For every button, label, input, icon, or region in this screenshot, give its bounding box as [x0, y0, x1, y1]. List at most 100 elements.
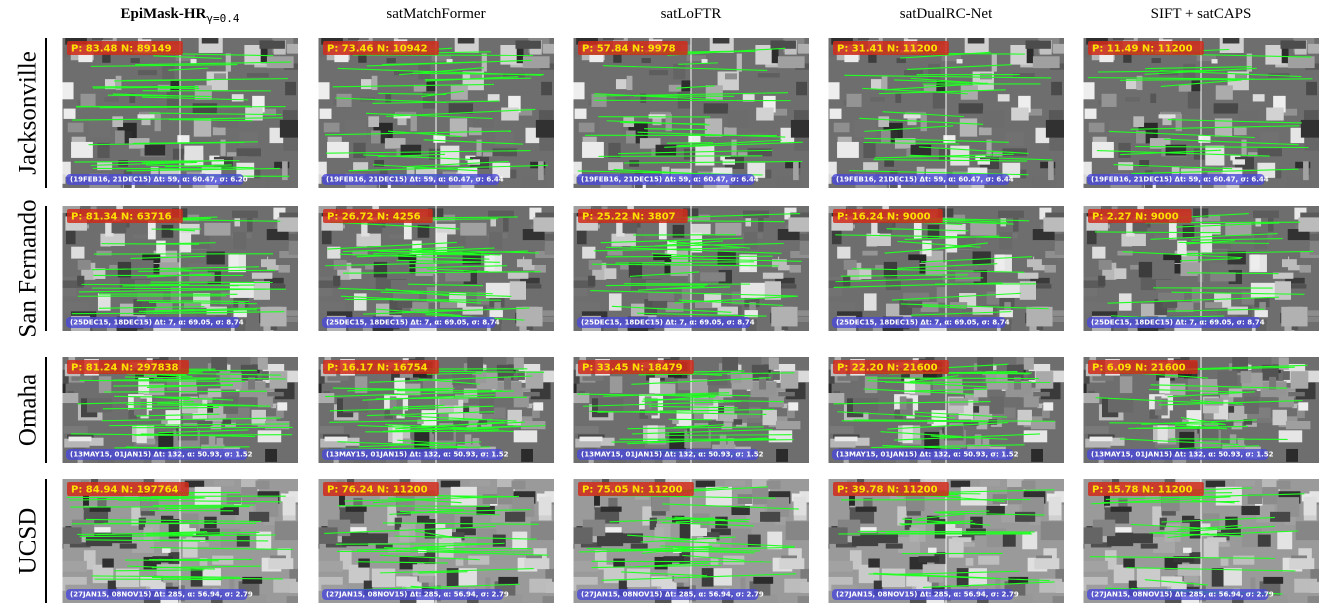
building — [943, 135, 955, 143]
building — [180, 523, 190, 528]
building — [603, 34, 614, 40]
building — [361, 79, 372, 89]
building — [725, 73, 737, 79]
building — [999, 232, 1012, 249]
building — [1114, 268, 1126, 279]
building — [1180, 262, 1200, 276]
building — [567, 174, 576, 184]
building — [1043, 217, 1064, 231]
building — [957, 59, 963, 63]
building — [1235, 480, 1255, 486]
building — [232, 211, 258, 218]
building — [193, 103, 217, 113]
building — [1018, 273, 1039, 279]
building — [1083, 527, 1102, 544]
building — [756, 108, 774, 121]
building — [616, 79, 627, 89]
building — [573, 527, 592, 544]
building — [740, 577, 745, 590]
building — [695, 302, 712, 308]
building — [688, 135, 700, 143]
score-label: P: 11.49 N: 11200 — [1092, 44, 1193, 55]
building — [897, 58, 906, 63]
building — [649, 378, 660, 394]
building — [503, 218, 509, 232]
building — [758, 218, 764, 232]
building — [1031, 449, 1043, 462]
building — [1053, 310, 1076, 316]
score-label: P: 75.05 N: 11200 — [582, 485, 683, 496]
building — [1238, 110, 1259, 128]
building — [96, 251, 111, 256]
building — [239, 132, 257, 146]
building — [504, 377, 511, 390]
building — [970, 517, 982, 529]
building — [776, 449, 788, 462]
building — [162, 225, 174, 238]
building — [696, 481, 715, 488]
building — [348, 34, 359, 40]
building — [878, 116, 889, 127]
building — [258, 357, 268, 369]
building — [704, 103, 728, 113]
building — [710, 35, 734, 53]
building — [582, 247, 595, 259]
building — [572, 82, 585, 99]
building — [433, 135, 445, 143]
building — [1268, 218, 1274, 232]
building — [765, 170, 772, 179]
building — [1289, 558, 1314, 569]
row-label: San Fernando — [15, 199, 42, 337]
score-label: P: 73.46 N: 10942 — [327, 44, 428, 55]
building — [1025, 40, 1050, 48]
building — [608, 143, 620, 158]
caption-label: (25DEC15, 18DEC15) Δt: 7, α: 69.05, σ: 8… — [836, 319, 1010, 327]
building — [772, 47, 779, 63]
building — [546, 582, 556, 593]
building — [223, 419, 232, 425]
match-line — [93, 168, 244, 169]
building — [470, 480, 490, 486]
building — [767, 480, 781, 489]
figure: EpiMask-HRγ=0.4satMatchFormersatLoFTRsat… — [0, 0, 1323, 609]
building — [490, 218, 496, 226]
building — [870, 97, 885, 101]
caption-label: (25DEC15, 18DEC15) Δt: 7, α: 69.05, σ: 8… — [1091, 319, 1265, 327]
building — [247, 73, 269, 77]
caption-label: (27JAN15, 08NOV15) Δt: 285, α: 56.94, σ:… — [1091, 591, 1274, 599]
building — [863, 143, 875, 158]
building — [69, 437, 92, 442]
building — [512, 480, 526, 489]
building — [1303, 161, 1309, 180]
building — [252, 273, 273, 279]
building — [666, 302, 684, 312]
caption-label: (25DEC15, 18DEC15) Δt: 7, α: 69.05, σ: 8… — [70, 319, 244, 327]
building — [864, 293, 877, 310]
building — [855, 120, 876, 138]
building — [1033, 56, 1060, 68]
building — [516, 307, 542, 327]
building — [1183, 548, 1192, 553]
building — [758, 73, 780, 77]
building — [1308, 596, 1322, 606]
building — [946, 379, 963, 394]
building — [970, 223, 996, 236]
building — [868, 54, 876, 63]
score-label: P: 26.72 N: 4256 — [327, 212, 421, 223]
building — [268, 558, 293, 569]
building — [401, 145, 422, 156]
building — [312, 174, 321, 184]
building — [998, 94, 1010, 101]
building — [955, 272, 980, 281]
building — [1250, 577, 1255, 590]
building — [1233, 159, 1245, 164]
building — [965, 35, 989, 53]
building — [1011, 108, 1029, 121]
building — [1286, 449, 1298, 462]
caption-label: (19FEB16, 21DEC15) Δt: 59, α: 60.47, σ: … — [836, 176, 1014, 184]
building — [1205, 302, 1222, 308]
caption-label: (19FEB16, 21DEC15) Δt: 59, α: 60.47, σ: … — [1091, 176, 1269, 184]
building — [501, 108, 519, 121]
building — [878, 222, 893, 233]
building — [289, 241, 300, 255]
